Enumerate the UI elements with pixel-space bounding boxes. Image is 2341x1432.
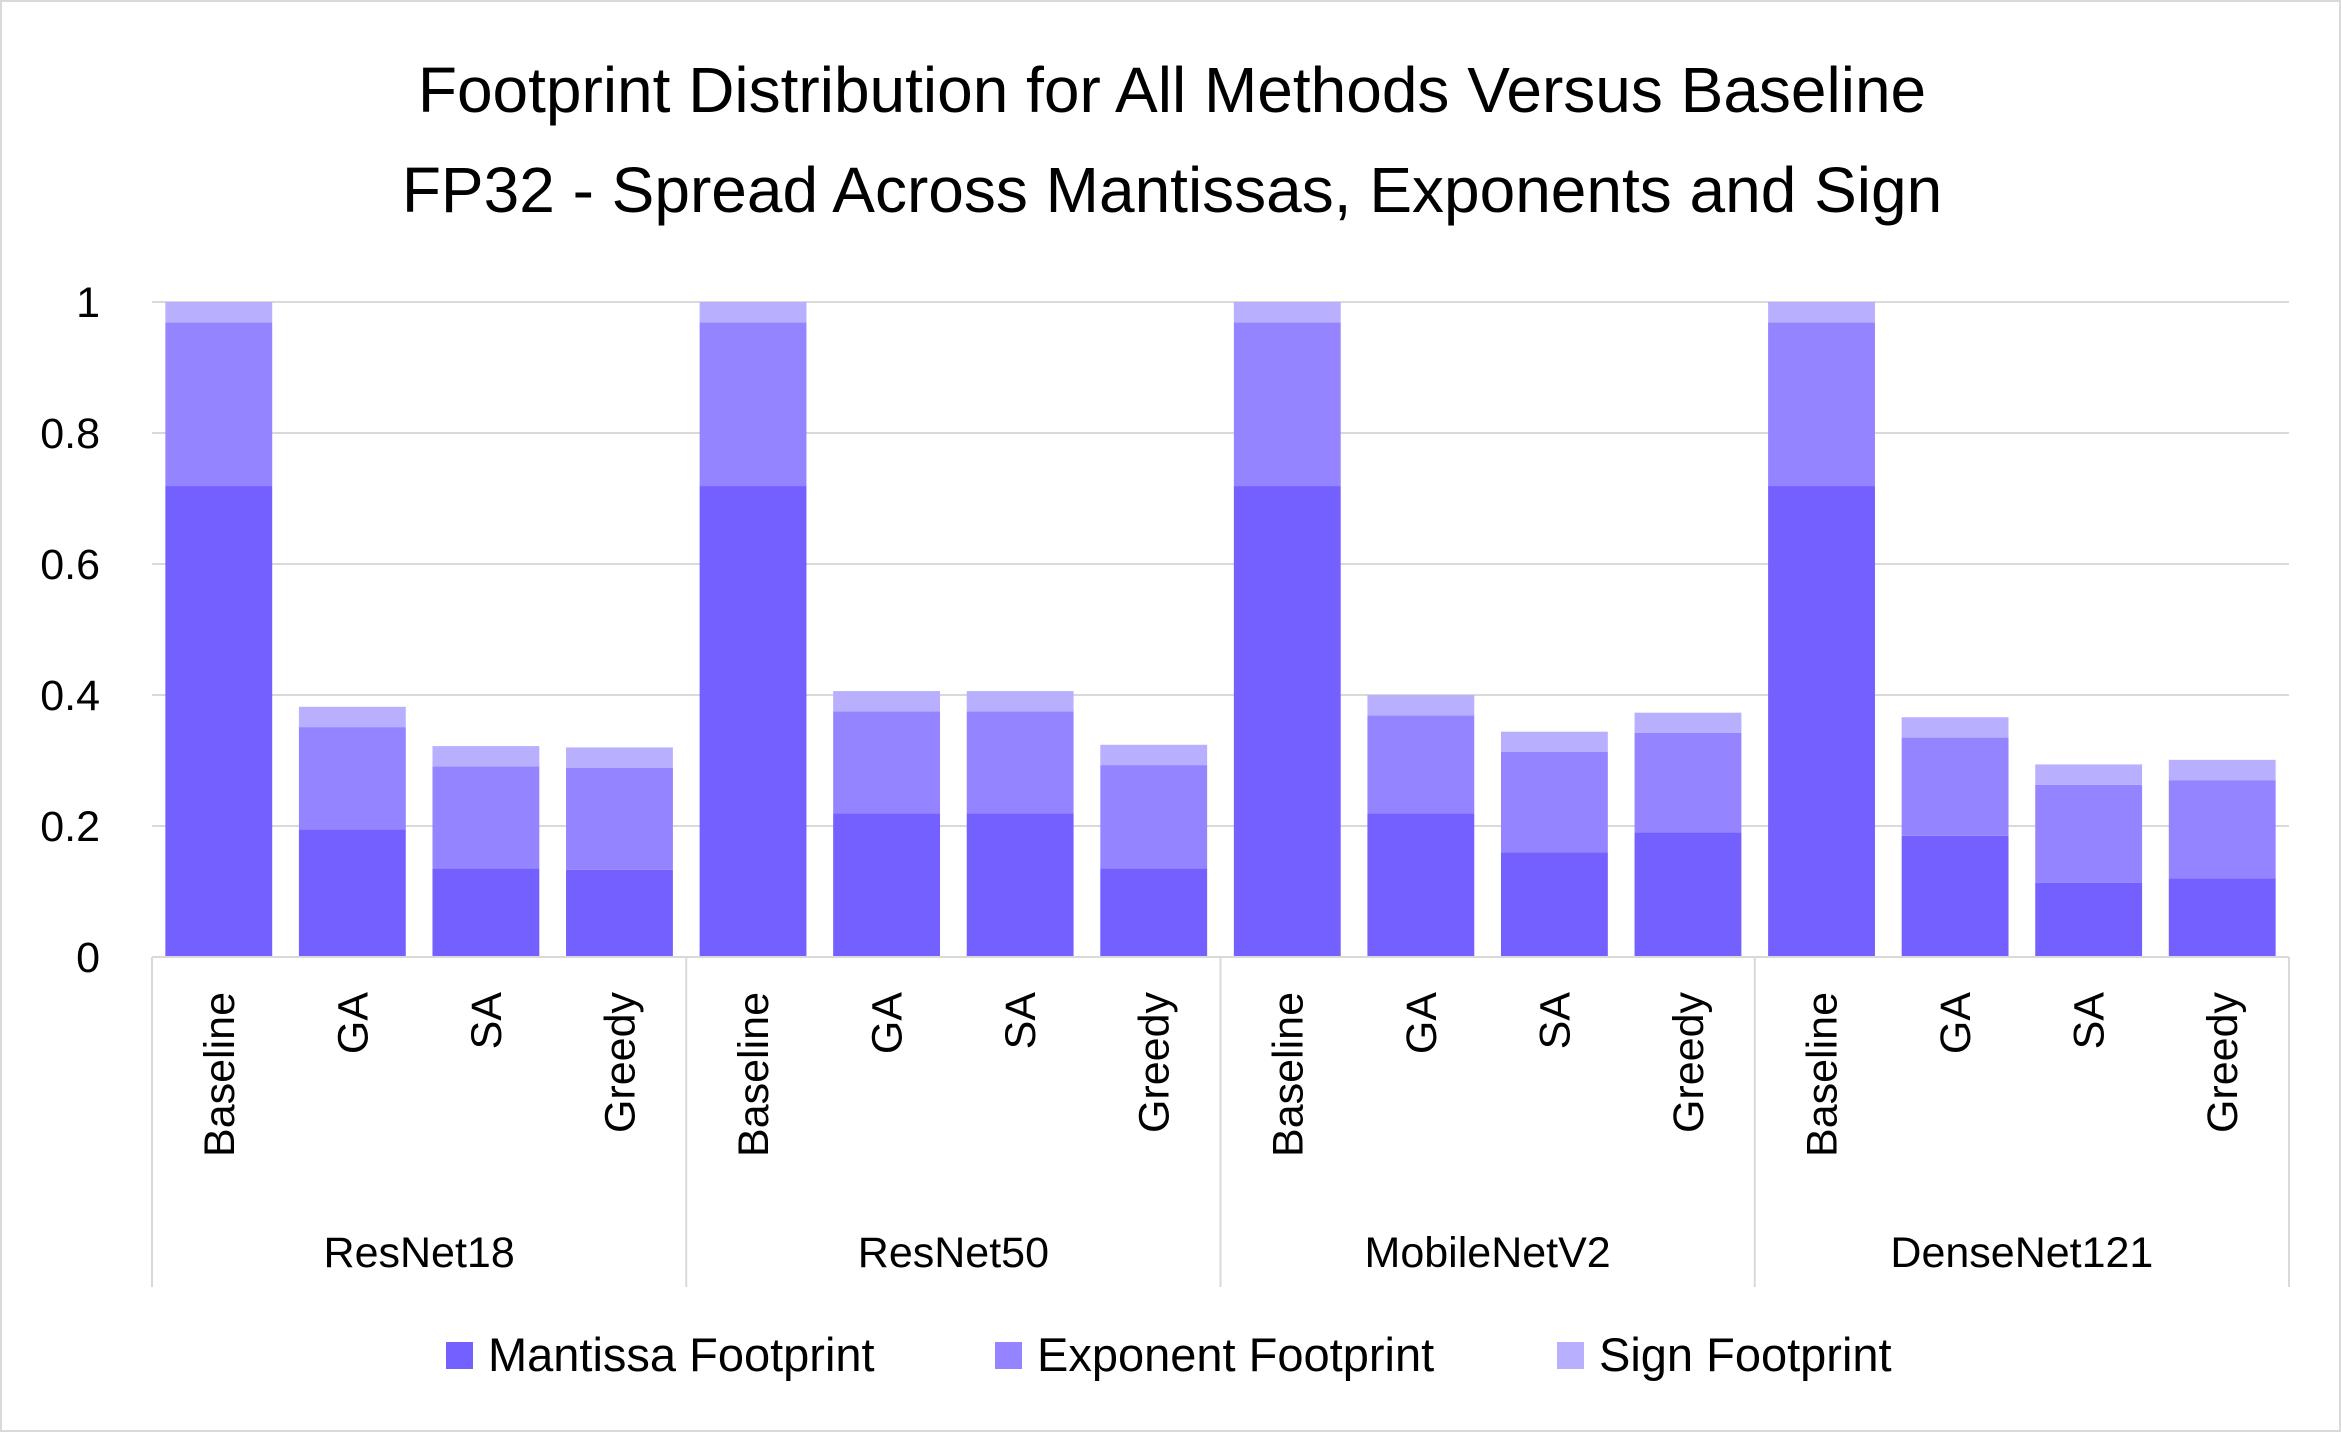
- bar-segment-mantissa-footprint: [2035, 882, 2143, 957]
- bar-segment-sign-footprint: [2035, 764, 2143, 785]
- x-group-label: DenseNet121: [1890, 1229, 2153, 1277]
- x-category-label: Baseline: [730, 992, 778, 1157]
- bar-segment-exponent-footprint: [432, 766, 540, 869]
- bar-segment-mantissa-footprint: [1100, 868, 1208, 957]
- bar-segment-sign-footprint: [1634, 712, 1742, 733]
- chart-subtitle: FP32 - Spread Across Mantissas, Exponent…: [402, 154, 1942, 226]
- bar-segment-mantissa-footprint: [1768, 486, 1875, 957]
- bar-segment-exponent-footprint: [2168, 780, 2276, 879]
- bar-segment-sign-footprint: [165, 302, 273, 323]
- y-tick-label: 0.8: [40, 410, 100, 458]
- bar-segment-sign-footprint: [699, 302, 807, 323]
- bar-segment-sign-footprint: [1500, 731, 1608, 752]
- bar-segment-exponent-footprint: [1233, 322, 1341, 487]
- x-category-label: GA: [329, 992, 377, 1054]
- bar-segment-mantissa-footprint: [1367, 813, 1475, 957]
- bar-segment-mantissa-footprint: [833, 813, 941, 957]
- bar-segment-exponent-footprint: [1901, 737, 2009, 836]
- y-tick-label: 0: [76, 934, 100, 982]
- legend-label: Sign Footprint: [1599, 1328, 1892, 1381]
- bar-segment-mantissa-footprint: [1634, 832, 1742, 957]
- bar-segment-sign-footprint: [1901, 717, 2009, 738]
- bar-segment-sign-footprint: [2168, 759, 2276, 781]
- legend-swatch: [446, 1342, 473, 1369]
- bar-segment-mantissa-footprint: [1233, 486, 1341, 957]
- x-category-label: SA: [2066, 992, 2114, 1050]
- chart-title: Footprint Distribution for All Methods V…: [418, 54, 1926, 126]
- bar-segment-mantissa-footprint: [1500, 852, 1608, 957]
- x-category-label: GA: [864, 992, 912, 1054]
- y-tick-label: 0.2: [40, 803, 100, 851]
- bar-segment-exponent-footprint: [1634, 732, 1742, 833]
- y-tick-label: 1: [76, 279, 100, 327]
- bar-segment-sign-footprint: [566, 747, 673, 768]
- bar-segment-exponent-footprint: [566, 767, 673, 870]
- bar-segment-exponent-footprint: [1367, 715, 1475, 814]
- bar-segment-exponent-footprint: [1768, 322, 1875, 487]
- bar-segment-exponent-footprint: [1500, 751, 1608, 853]
- bar-segment-mantissa-footprint: [566, 869, 673, 957]
- bar-segment-sign-footprint: [966, 691, 1074, 712]
- bar-segment-sign-footprint: [833, 691, 941, 712]
- x-group-label: ResNet18: [324, 1229, 515, 1277]
- bar-segment-exponent-footprint: [966, 711, 1074, 814]
- x-category-label: Greedy: [1131, 992, 1179, 1134]
- category-axis: Baseline GA SA Greedy Baseline GA SA Greedy Base…: [151, 956, 2290, 1287]
- bar-segment-mantissa-footprint: [699, 486, 807, 957]
- bar-segment-sign-footprint: [298, 706, 406, 728]
- x-category-label: Baseline: [1264, 992, 1312, 1157]
- bar-segment-sign-footprint: [1233, 302, 1341, 323]
- y-axis-ticks: 0 0.2 0.4 0.6 0.8 1: [40, 279, 100, 982]
- bar-segment-exponent-footprint: [699, 322, 807, 487]
- bar-segment-sign-footprint: [1768, 302, 1875, 323]
- bar-segment-mantissa-footprint: [298, 829, 406, 957]
- bar-segment-exponent-footprint: [165, 322, 273, 487]
- bar-segment-sign-footprint: [1100, 744, 1208, 766]
- legend-swatch: [1557, 1342, 1584, 1369]
- bar-segment-mantissa-footprint: [1901, 835, 2009, 957]
- bar-segment-mantissa-footprint: [165, 486, 273, 957]
- legend-label: Mantissa Footprint: [488, 1328, 875, 1381]
- x-group-label: MobileNetV2: [1365, 1229, 1611, 1277]
- legend: Mantissa Footprint Exponent Footprint Sign…: [446, 1328, 1892, 1381]
- x-category-label: GA: [1932, 992, 1980, 1054]
- y-tick-label: 0.6: [40, 541, 100, 589]
- bar-segment-mantissa-footprint: [2168, 878, 2276, 957]
- x-group-label: ResNet50: [858, 1229, 1049, 1277]
- x-category-label: SA: [1531, 992, 1579, 1050]
- x-category-label: Greedy: [2199, 992, 2247, 1134]
- bars: [165, 302, 2276, 957]
- x-category-label: Baseline: [196, 992, 244, 1157]
- x-category-label: SA: [463, 992, 511, 1050]
- bar-segment-exponent-footprint: [298, 727, 406, 830]
- x-category-label: Baseline: [1799, 992, 1847, 1157]
- x-category-label: GA: [1398, 992, 1446, 1054]
- bar-segment-sign-footprint: [1367, 695, 1475, 716]
- y-tick-label: 0.4: [40, 672, 100, 720]
- bar-segment-exponent-footprint: [833, 711, 941, 814]
- legend-label: Exponent Footprint: [1037, 1328, 1434, 1381]
- bar-segment-mantissa-footprint: [432, 868, 540, 957]
- x-category-label: Greedy: [1665, 992, 1713, 1134]
- bar-segment-exponent-footprint: [2035, 784, 2143, 883]
- bar-segment-mantissa-footprint: [966, 813, 1074, 957]
- bar-segment-sign-footprint: [432, 746, 540, 767]
- x-category-label: Greedy: [596, 992, 644, 1134]
- bar-segment-exponent-footprint: [1100, 765, 1208, 869]
- legend-swatch: [995, 1342, 1022, 1369]
- x-category-label: SA: [997, 992, 1045, 1050]
